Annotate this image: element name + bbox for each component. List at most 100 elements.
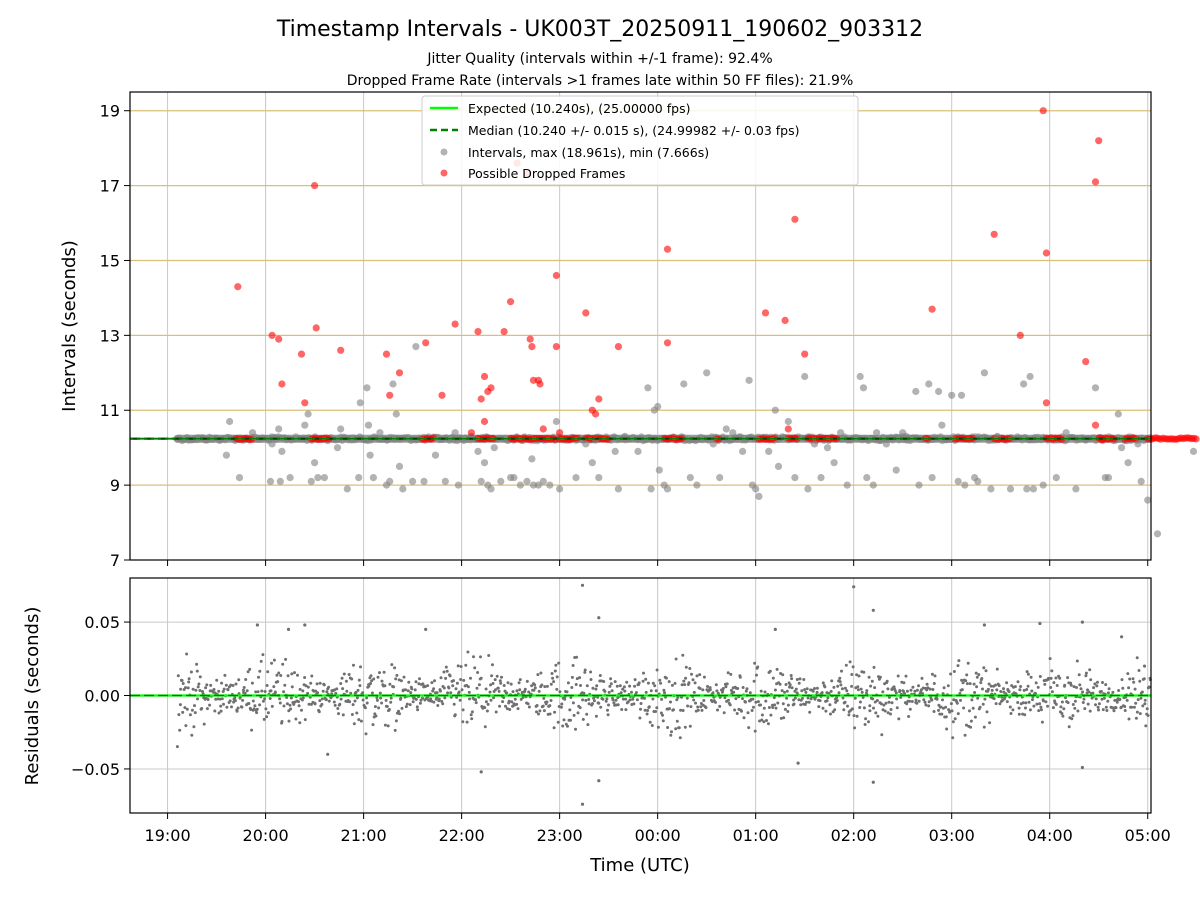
residual-point — [892, 685, 896, 689]
residual-point — [355, 711, 359, 715]
residual-point — [583, 670, 587, 674]
interval-point — [1091, 384, 1100, 392]
residual-point — [716, 708, 719, 712]
residual-point — [495, 674, 499, 678]
residual-point — [944, 705, 948, 709]
residual-point — [358, 684, 362, 688]
interval-point — [716, 474, 724, 482]
residual-point — [897, 717, 901, 721]
residual-point — [1144, 724, 1148, 728]
residual-point — [1127, 717, 1131, 721]
residual-point — [313, 702, 317, 706]
residual-point — [243, 691, 247, 695]
residual-point — [241, 698, 245, 702]
residual-point — [786, 703, 790, 707]
interval-point — [389, 380, 397, 388]
residual-point — [257, 675, 260, 679]
residual-point — [1079, 687, 1083, 691]
residual-point — [469, 713, 473, 717]
residual-point — [556, 720, 560, 724]
interval-point — [497, 477, 505, 485]
residual-point — [535, 710, 538, 714]
residual-point — [728, 703, 732, 707]
residual-point — [782, 716, 786, 720]
residual-point — [773, 688, 777, 692]
residual-point — [307, 702, 311, 706]
residual-point — [444, 665, 448, 669]
residual-point — [505, 707, 509, 711]
residual-point — [196, 685, 200, 689]
residual-point — [303, 623, 307, 627]
residual-point — [907, 715, 911, 718]
residual-point — [1029, 675, 1033, 679]
residual-point — [351, 703, 355, 707]
residual-point — [212, 688, 216, 691]
residual-point — [858, 706, 862, 709]
residual-point — [1097, 708, 1100, 712]
residual-point — [674, 727, 678, 731]
residual-point — [483, 706, 487, 710]
residual-point — [292, 702, 296, 706]
residual-point — [493, 678, 497, 682]
residual-point — [894, 691, 898, 695]
residual-point — [1084, 671, 1088, 675]
residual-point — [248, 667, 252, 671]
residual-point — [373, 705, 377, 709]
residual-point — [659, 711, 663, 715]
dropped-frame-point — [791, 215, 799, 223]
residual-point — [1044, 700, 1048, 704]
residual-point — [1138, 679, 1142, 683]
residual-point — [1071, 703, 1075, 706]
residual-points — [175, 583, 1152, 806]
residual-point — [746, 711, 750, 715]
residual-point — [878, 675, 882, 679]
residual-point — [753, 661, 757, 665]
interval-point — [680, 380, 688, 388]
residual-point — [669, 700, 672, 704]
residual-point — [1136, 698, 1140, 702]
residual-point — [488, 690, 492, 694]
interval-point — [634, 447, 642, 455]
interval-point — [409, 477, 417, 485]
interval-point — [791, 474, 799, 482]
residual-point — [430, 681, 434, 685]
residual-point — [473, 666, 477, 670]
residual-point — [1138, 712, 1142, 716]
residual-point — [542, 709, 546, 713]
residual-point — [1005, 700, 1009, 704]
residual-point — [662, 688, 666, 692]
dropped-frame-point — [297, 350, 306, 358]
residual-point — [832, 685, 836, 689]
dropped-frame-point — [382, 350, 391, 358]
intervals-x-ticks — [167, 560, 1149, 566]
residual-point — [499, 681, 503, 685]
residual-point — [616, 703, 620, 707]
residual-point — [382, 670, 386, 674]
interval-point — [343, 485, 351, 493]
residual-point — [729, 672, 733, 676]
residual-point — [221, 690, 225, 693]
residual-point — [185, 652, 189, 656]
residual-point — [964, 679, 968, 683]
residual-point — [880, 733, 884, 737]
residual-point — [289, 696, 293, 700]
dropped-frame-point — [595, 395, 603, 403]
residual-point — [357, 678, 361, 682]
residual-point — [370, 691, 374, 695]
residual-point — [727, 698, 730, 702]
residual-point — [754, 700, 758, 704]
interval-point — [709, 440, 717, 448]
residual-point — [286, 674, 290, 678]
residual-point — [793, 696, 797, 700]
residual-point — [533, 683, 537, 687]
residual-point — [999, 690, 1003, 693]
residual-point — [740, 709, 743, 713]
residual-point — [850, 707, 854, 711]
intervals-y-tick-label: 17 — [100, 177, 120, 196]
interval-point — [654, 402, 662, 411]
residual-point — [1127, 686, 1131, 690]
residual-point — [844, 663, 848, 667]
residual-point — [571, 664, 575, 667]
residual-point — [215, 678, 219, 682]
residual-point — [786, 710, 790, 713]
